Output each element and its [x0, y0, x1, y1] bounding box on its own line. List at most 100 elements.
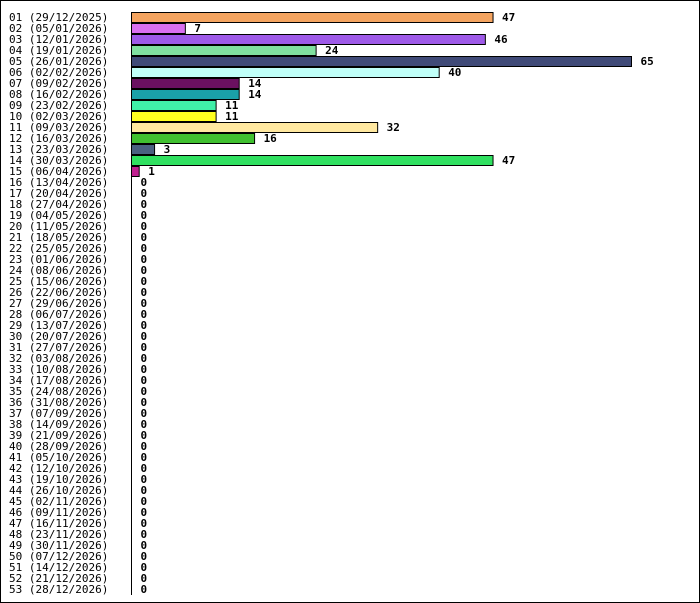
category-label: 47 (16/11/2026) [9, 517, 108, 530]
value-label: 0 [141, 275, 148, 288]
value-label: 47 [502, 154, 515, 167]
category-label: 38 (14/09/2026) [9, 418, 108, 431]
value-label: 0 [141, 506, 148, 519]
value-label: 3 [164, 143, 171, 156]
bar [131, 45, 317, 56]
value-label: 0 [141, 517, 148, 530]
bar [131, 67, 440, 78]
category-label: 48 (23/11/2026) [9, 528, 108, 541]
value-label: 0 [141, 297, 148, 310]
value-label: 0 [141, 231, 148, 244]
category-label: 44 (26/10/2026) [9, 484, 108, 497]
bar [131, 133, 256, 144]
category-label: 31 (27/07/2026) [9, 341, 108, 354]
category-label: 49 (30/11/2026) [9, 539, 108, 552]
category-label: 08 (16/02/2026) [9, 88, 108, 101]
value-label: 7 [194, 22, 201, 35]
category-label: 30 (20/07/2026) [9, 330, 108, 343]
category-label: 37 (07/09/2026) [9, 407, 108, 420]
value-label: 0 [141, 462, 148, 475]
value-label: 0 [141, 242, 148, 255]
category-label: 16 (13/04/2026) [9, 176, 108, 189]
bar [131, 100, 217, 111]
value-label: 14 [248, 88, 262, 101]
category-label: 36 (31/08/2026) [9, 396, 108, 409]
bar [131, 78, 240, 89]
category-label: 20 (11/05/2026) [9, 220, 108, 233]
value-label: 0 [141, 583, 148, 596]
category-label: 45 (02/11/2026) [9, 495, 108, 508]
category-label: 23 (01/06/2026) [9, 253, 108, 266]
category-label: 12 (16/03/2026) [9, 132, 108, 145]
bar [131, 166, 140, 177]
category-label: 17 (20/04/2026) [9, 187, 108, 200]
value-label: 0 [141, 220, 148, 233]
value-label: 0 [141, 374, 148, 387]
value-label: 0 [141, 253, 148, 266]
bar [131, 34, 486, 45]
category-label: 14 (30/03/2026) [9, 154, 108, 167]
category-label: 34 (17/08/2026) [9, 374, 108, 387]
value-label: 14 [248, 77, 262, 90]
bar [131, 122, 379, 133]
value-label: 0 [141, 187, 148, 200]
category-label: 40 (28/09/2026) [9, 440, 108, 453]
bar [131, 12, 494, 23]
value-label: 65 [641, 55, 654, 68]
value-label: 32 [387, 121, 400, 134]
value-label: 16 [264, 132, 278, 145]
value-label: 0 [141, 572, 148, 585]
value-label: 0 [141, 341, 148, 354]
value-label: 0 [141, 550, 148, 563]
value-label: 11 [225, 110, 239, 123]
category-label: 41 (05/10/2026) [9, 451, 108, 464]
value-label: 0 [141, 407, 148, 420]
category-label: 28 (06/07/2026) [9, 308, 108, 321]
category-label: 35 (24/08/2026) [9, 385, 108, 398]
category-label: 11 (09/03/2026) [9, 121, 108, 134]
category-label: 18 (27/04/2026) [9, 198, 108, 211]
category-label: 22 (25/05/2026) [9, 242, 108, 255]
value-label: 0 [141, 286, 148, 299]
value-label: 0 [141, 363, 148, 376]
value-label: 0 [141, 495, 148, 508]
value-label: 0 [141, 429, 148, 442]
value-label: 0 [141, 451, 148, 464]
value-label: 0 [141, 330, 148, 343]
value-label: 0 [141, 528, 148, 541]
category-label: 04 (19/01/2026) [9, 44, 108, 57]
value-label: 24 [325, 44, 339, 57]
category-label: 29 (13/07/2026) [9, 319, 108, 332]
category-label: 13 (23/03/2026) [9, 143, 108, 156]
category-label: 19 (04/05/2026) [9, 209, 108, 222]
category-label: 21 (18/05/2026) [9, 231, 108, 244]
category-label: 43 (19/10/2026) [9, 473, 108, 486]
bar [131, 144, 156, 155]
value-label: 0 [141, 198, 148, 211]
category-label: 32 (03/08/2026) [9, 352, 108, 365]
category-label: 52 (21/12/2026) [9, 572, 108, 585]
value-label: 0 [141, 308, 148, 321]
value-label: 0 [141, 385, 148, 398]
value-label: 0 [141, 264, 148, 277]
value-label: 0 [141, 396, 148, 409]
value-label: 0 [141, 484, 148, 497]
category-label: 46 (09/11/2026) [9, 506, 108, 519]
category-label: 42 (12/10/2026) [9, 462, 108, 475]
bar [131, 56, 632, 67]
category-label: 06 (02/02/2026) [9, 66, 108, 79]
value-label: 1 [148, 165, 155, 178]
bars [131, 12, 632, 177]
category-label: 07 (09/02/2026) [9, 77, 108, 90]
category-label: 10 (02/03/2026) [9, 110, 108, 123]
value-label: 46 [494, 33, 508, 46]
value-label: 0 [141, 352, 148, 365]
category-label: 03 (12/01/2026) [9, 33, 108, 46]
category-label: 27 (29/06/2026) [9, 297, 108, 310]
bar [131, 89, 240, 100]
category-label: 02 (05/01/2026) [9, 22, 108, 35]
value-labels: 4774624654014141111321634710000000000000… [141, 11, 654, 596]
category-label: 09 (23/02/2026) [9, 99, 108, 112]
value-label: 0 [141, 440, 148, 453]
